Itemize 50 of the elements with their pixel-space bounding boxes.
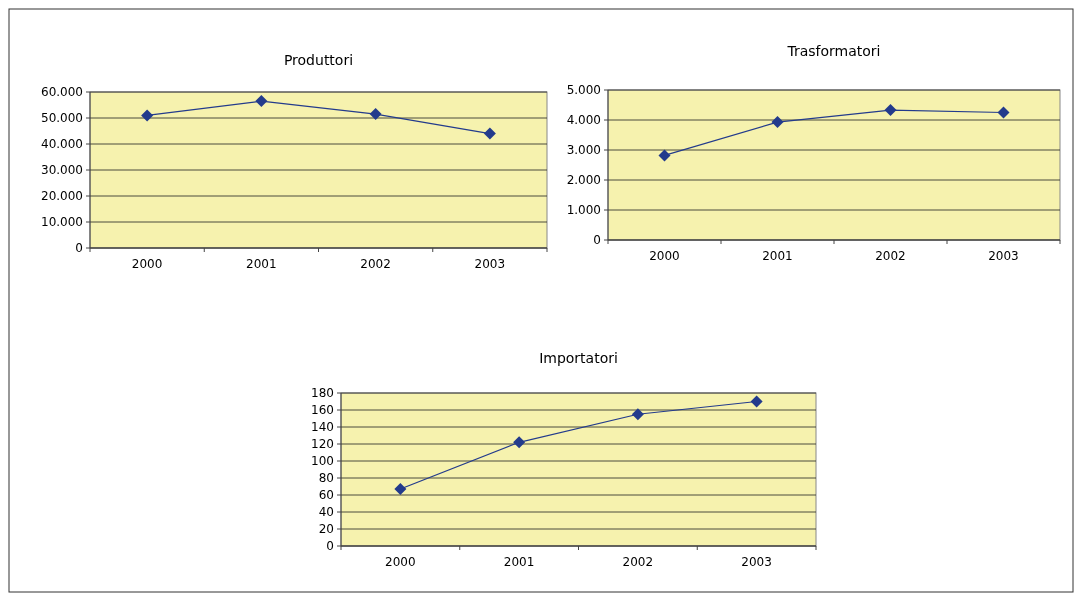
y-tick-label: 1.000 <box>566 203 601 218</box>
y-tick-label: 40 <box>318 505 334 520</box>
x-tick-label: 2002 <box>360 257 391 271</box>
point <box>141 109 154 122</box>
point <box>369 108 382 121</box>
point <box>884 104 897 117</box>
point <box>255 95 268 108</box>
point <box>658 149 671 162</box>
y-tick-label: 4.000 <box>566 113 601 128</box>
point <box>750 395 763 408</box>
point <box>483 127 496 140</box>
y-tick-label: 0 <box>326 539 334 554</box>
y-tick-label: 0 <box>75 241 83 256</box>
y-tick-label: 5.000 <box>566 83 601 98</box>
chart-title: Importatori <box>539 350 618 366</box>
y-tick-label: 30.000 <box>41 163 83 178</box>
y-tick-label: 40.000 <box>41 137 83 152</box>
x-tick-label: 2002 <box>622 555 654 569</box>
x-tick-label: 2000 <box>649 249 680 263</box>
point <box>997 106 1010 119</box>
x-tick-label: 2003 <box>988 249 1019 263</box>
point <box>394 483 407 496</box>
x-tick-label: 2002 <box>875 249 906 263</box>
y-tick-label: 3.000 <box>566 143 601 158</box>
chart-title: Trasformatori <box>786 43 881 59</box>
y-tick-label: 120 <box>311 437 334 452</box>
chart-title: Produttori <box>283 52 354 68</box>
y-tick-label: 2.000 <box>566 173 601 188</box>
x-tick-label: 2001 <box>246 257 277 271</box>
y-tick-label: 80 <box>318 471 334 486</box>
x-tick-label: 2001 <box>503 555 535 569</box>
y-tick-label: 100 <box>311 454 334 469</box>
y-tick-label: 140 <box>311 420 334 435</box>
y-tick-label: 20 <box>318 522 334 537</box>
y-tick-label: 50.000 <box>41 111 83 126</box>
y-tick-label: 60.000 <box>41 85 83 100</box>
y-tick-label: 180 <box>311 386 334 401</box>
y-tick-label: 160 <box>311 403 334 418</box>
x-tick-label: 2003 <box>741 555 772 569</box>
y-tick-label: 20.000 <box>41 189 83 204</box>
x-tick-label: 2001 <box>762 249 793 263</box>
x-tick-label: 2000 <box>385 555 416 569</box>
x-tick-label: 2003 <box>474 257 506 271</box>
point <box>513 436 526 449</box>
y-tick-label: 10.000 <box>41 215 83 230</box>
point <box>771 116 784 129</box>
x-tick-label: 2000 <box>131 257 163 271</box>
y-tick-label: 0 <box>593 233 601 248</box>
point <box>631 408 644 421</box>
y-tick-label: 60 <box>318 488 334 503</box>
